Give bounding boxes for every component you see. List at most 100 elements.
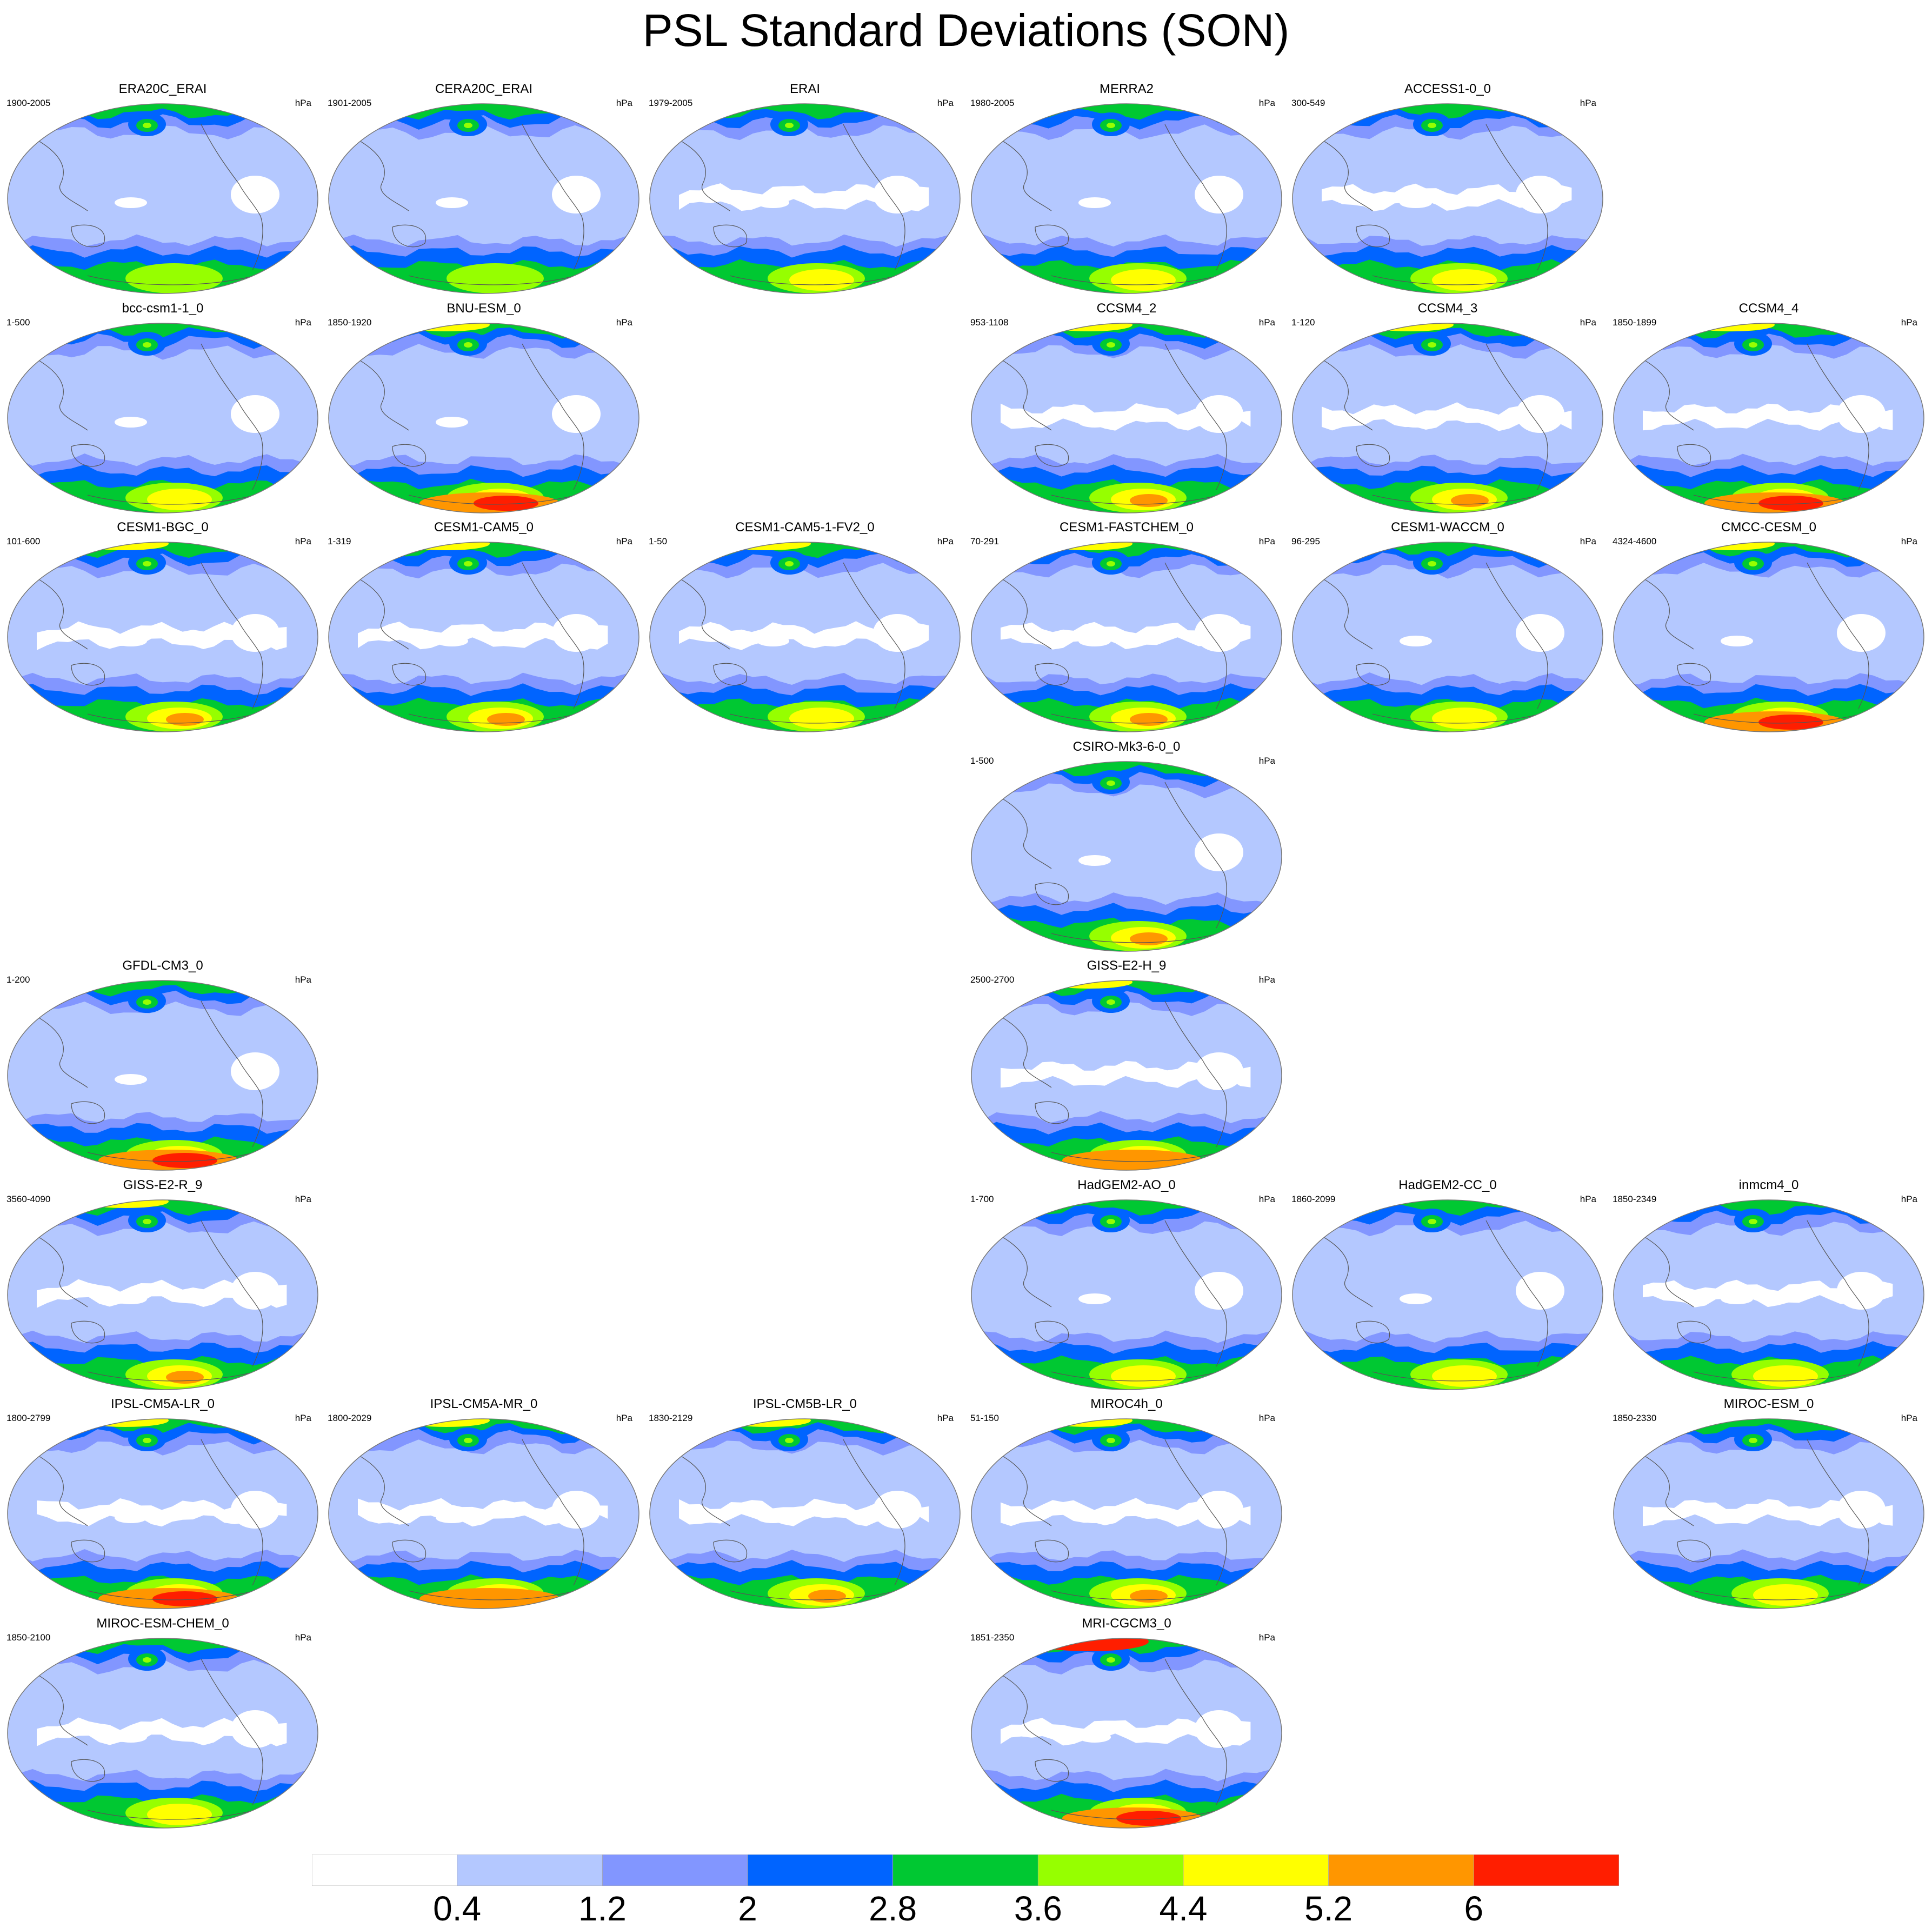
- globe-map: [7, 980, 318, 1171]
- globe-map: [328, 1418, 639, 1609]
- panel-years: 1830-2129: [649, 1413, 693, 1423]
- panel-title: CCSM4_4: [1738, 301, 1799, 316]
- colorbar-swatch: [1183, 1854, 1329, 1886]
- panel-years: 953-1108: [970, 317, 1009, 328]
- colorbar-tick-label: 2: [738, 1889, 757, 1928]
- globe-map: [971, 542, 1282, 732]
- panel-years: 3560-4090: [6, 1194, 51, 1204]
- panel-years: 1901-2005: [328, 98, 372, 108]
- map-panel-cesm1-cam5-1-fv2-0: CESM1-CAM5-1-FV2_0 1-50 hPa: [644, 519, 965, 736]
- colorbar-tick-label: 1.2: [578, 1889, 627, 1928]
- panel-title: CMCC-CESM_0: [1721, 520, 1816, 535]
- panel-title: MIROC-ESM-CHEM_0: [96, 1616, 229, 1631]
- map-panel-erai: ERAI 1979-2005 hPa: [644, 81, 965, 297]
- colorbar: [312, 1854, 1619, 1886]
- colorbar-swatch: [457, 1854, 603, 1886]
- globe-map: [649, 103, 961, 294]
- panel-years: 1850-2349: [1613, 1194, 1657, 1204]
- panel-years: 300-549: [1291, 98, 1325, 108]
- panel-title: CESM1-CAM5_0: [434, 520, 534, 535]
- map-panel-era20c-erai: ERA20C_ERAI 1900-2005 hPa: [2, 81, 323, 297]
- panel-title: IPSL-CM5A-LR_0: [110, 1397, 215, 1411]
- globe-map: [7, 1638, 318, 1829]
- panel-unit: hPa: [616, 536, 632, 546]
- globe-map: [7, 1418, 318, 1609]
- panel-title: HadGEM2-CC_0: [1398, 1178, 1497, 1192]
- globe-map: [971, 1638, 1282, 1829]
- panel-title: HadGEM2-AO_0: [1077, 1178, 1176, 1192]
- colorbar-swatch: [1037, 1854, 1184, 1886]
- panel-unit: hPa: [1580, 98, 1596, 108]
- map-panel-inmcm4-0: inmcm4_0 1850-2349 hPa: [1608, 1177, 1929, 1393]
- colorbar-tick-label: 3.6: [1014, 1889, 1062, 1928]
- map-panel-cesm1-waccm-0: CESM1-WACCM_0 96-295 hPa: [1287, 519, 1608, 736]
- panel-unit: hPa: [1580, 1194, 1596, 1204]
- colorbar-swatch: [1473, 1854, 1619, 1886]
- map-panel-giss-e2-h-9: GISS-E2-H_9 2500-2700 hPa: [966, 958, 1287, 1174]
- panel-title: MIROC-ESM_0: [1723, 1397, 1814, 1411]
- panel-title: ERAI: [789, 82, 820, 96]
- map-panel-cesm1-fastchem-0: CESM1-FASTCHEM_0 70-291 hPa: [966, 519, 1287, 736]
- map-panel-miroc-esm-chem-0: MIROC-ESM-CHEM_0 1850-2100 hPa: [2, 1616, 323, 1832]
- globe-map: [328, 323, 639, 513]
- panel-unit: hPa: [937, 536, 954, 546]
- colorbar-tick-label: 4.4: [1159, 1889, 1208, 1928]
- colorbar-swatch: [312, 1854, 458, 1886]
- globe-map: [649, 542, 961, 732]
- globe-map: [1613, 323, 1924, 513]
- panel-years: 1850-2100: [6, 1632, 51, 1643]
- panel-title: CESM1-WACCM_0: [1391, 520, 1504, 535]
- map-panel-ccsm4-4: CCSM4_4 1850-1899 hPa: [1608, 301, 1929, 517]
- globe-map: [971, 323, 1282, 513]
- panel-unit: hPa: [295, 1194, 311, 1204]
- globe-map: [7, 103, 318, 294]
- panel-title: MRI-CGCM3_0: [1082, 1616, 1171, 1631]
- panel-years: 1850-2330: [1613, 1413, 1657, 1423]
- globe-map: [1292, 323, 1603, 513]
- panel-title: inmcm4_0: [1738, 1178, 1799, 1192]
- colorbar-swatch: [1328, 1854, 1474, 1886]
- panel-years: 96-295: [1291, 536, 1320, 546]
- panel-years: 1900-2005: [6, 98, 51, 108]
- figure-title: PSL Standard Deviations (SON): [642, 5, 1290, 56]
- panel-unit: hPa: [295, 975, 311, 985]
- globe-map: [1613, 1199, 1924, 1390]
- panel-years: 1980-2005: [970, 98, 1015, 108]
- panel-years: 1-700: [970, 1194, 994, 1204]
- panel-title: ERA20C_ERAI: [118, 82, 207, 96]
- map-panel-bnu-esm-0: BNU-ESM_0 1850-1920 hPa: [323, 301, 644, 517]
- map-panel-cesm1-bgc-0: CESM1-BGC_0 101-600 hPa: [2, 519, 323, 736]
- panel-unit: hPa: [937, 1413, 954, 1423]
- panel-years: 1800-2799: [6, 1413, 51, 1423]
- map-panel-ipsl-cm5b-lr-0: IPSL-CM5B-LR_0 1830-2129 hPa: [644, 1396, 965, 1612]
- panel-unit: hPa: [1258, 1413, 1275, 1423]
- panel-unit: hPa: [616, 1413, 632, 1423]
- globe-map: [1613, 542, 1924, 732]
- panel-unit: hPa: [1258, 1194, 1275, 1204]
- globe-map: [971, 1418, 1282, 1609]
- map-panel-cmcc-cesm-0: CMCC-CESM_0 4324-4600 hPa: [1608, 519, 1929, 736]
- globe-map: [1292, 1199, 1603, 1390]
- globe-map: [971, 103, 1282, 294]
- panel-title: CSIRO-Mk3-6-0_0: [1072, 739, 1181, 754]
- map-panel-giss-e2-r-9: GISS-E2-R_9 3560-4090 hPa: [2, 1177, 323, 1393]
- panel-title: CESM1-CAM5-1-FV2_0: [735, 520, 875, 535]
- globe-map: [971, 980, 1282, 1171]
- panel-title: GISS-E2-R_9: [123, 1178, 203, 1192]
- panel-title: CCSM4_3: [1417, 301, 1478, 316]
- map-panel-miroc4h-0: MIROC4h_0 51-150 hPa: [966, 1396, 1287, 1612]
- panel-unit: hPa: [1901, 536, 1917, 546]
- panel-unit: hPa: [1580, 536, 1596, 546]
- panel-years: 1-120: [1291, 317, 1315, 328]
- panel-unit: hPa: [1901, 317, 1917, 328]
- panel-unit: hPa: [1258, 1632, 1275, 1643]
- panel-unit: hPa: [1901, 1413, 1917, 1423]
- panel-unit: hPa: [295, 536, 311, 546]
- globe-map: [328, 542, 639, 732]
- globe-map: [7, 1199, 318, 1390]
- panel-years: 1860-2099: [1291, 1194, 1336, 1204]
- map-panel-mri-cgcm3-0: MRI-CGCM3_0 1851-2350 hPa: [966, 1616, 1287, 1832]
- panel-years: 1979-2005: [649, 98, 693, 108]
- colorbar-swatch: [892, 1854, 1038, 1886]
- map-panel-ipsl-cm5a-lr-0: IPSL-CM5A-LR_0 1800-2799 hPa: [2, 1396, 323, 1612]
